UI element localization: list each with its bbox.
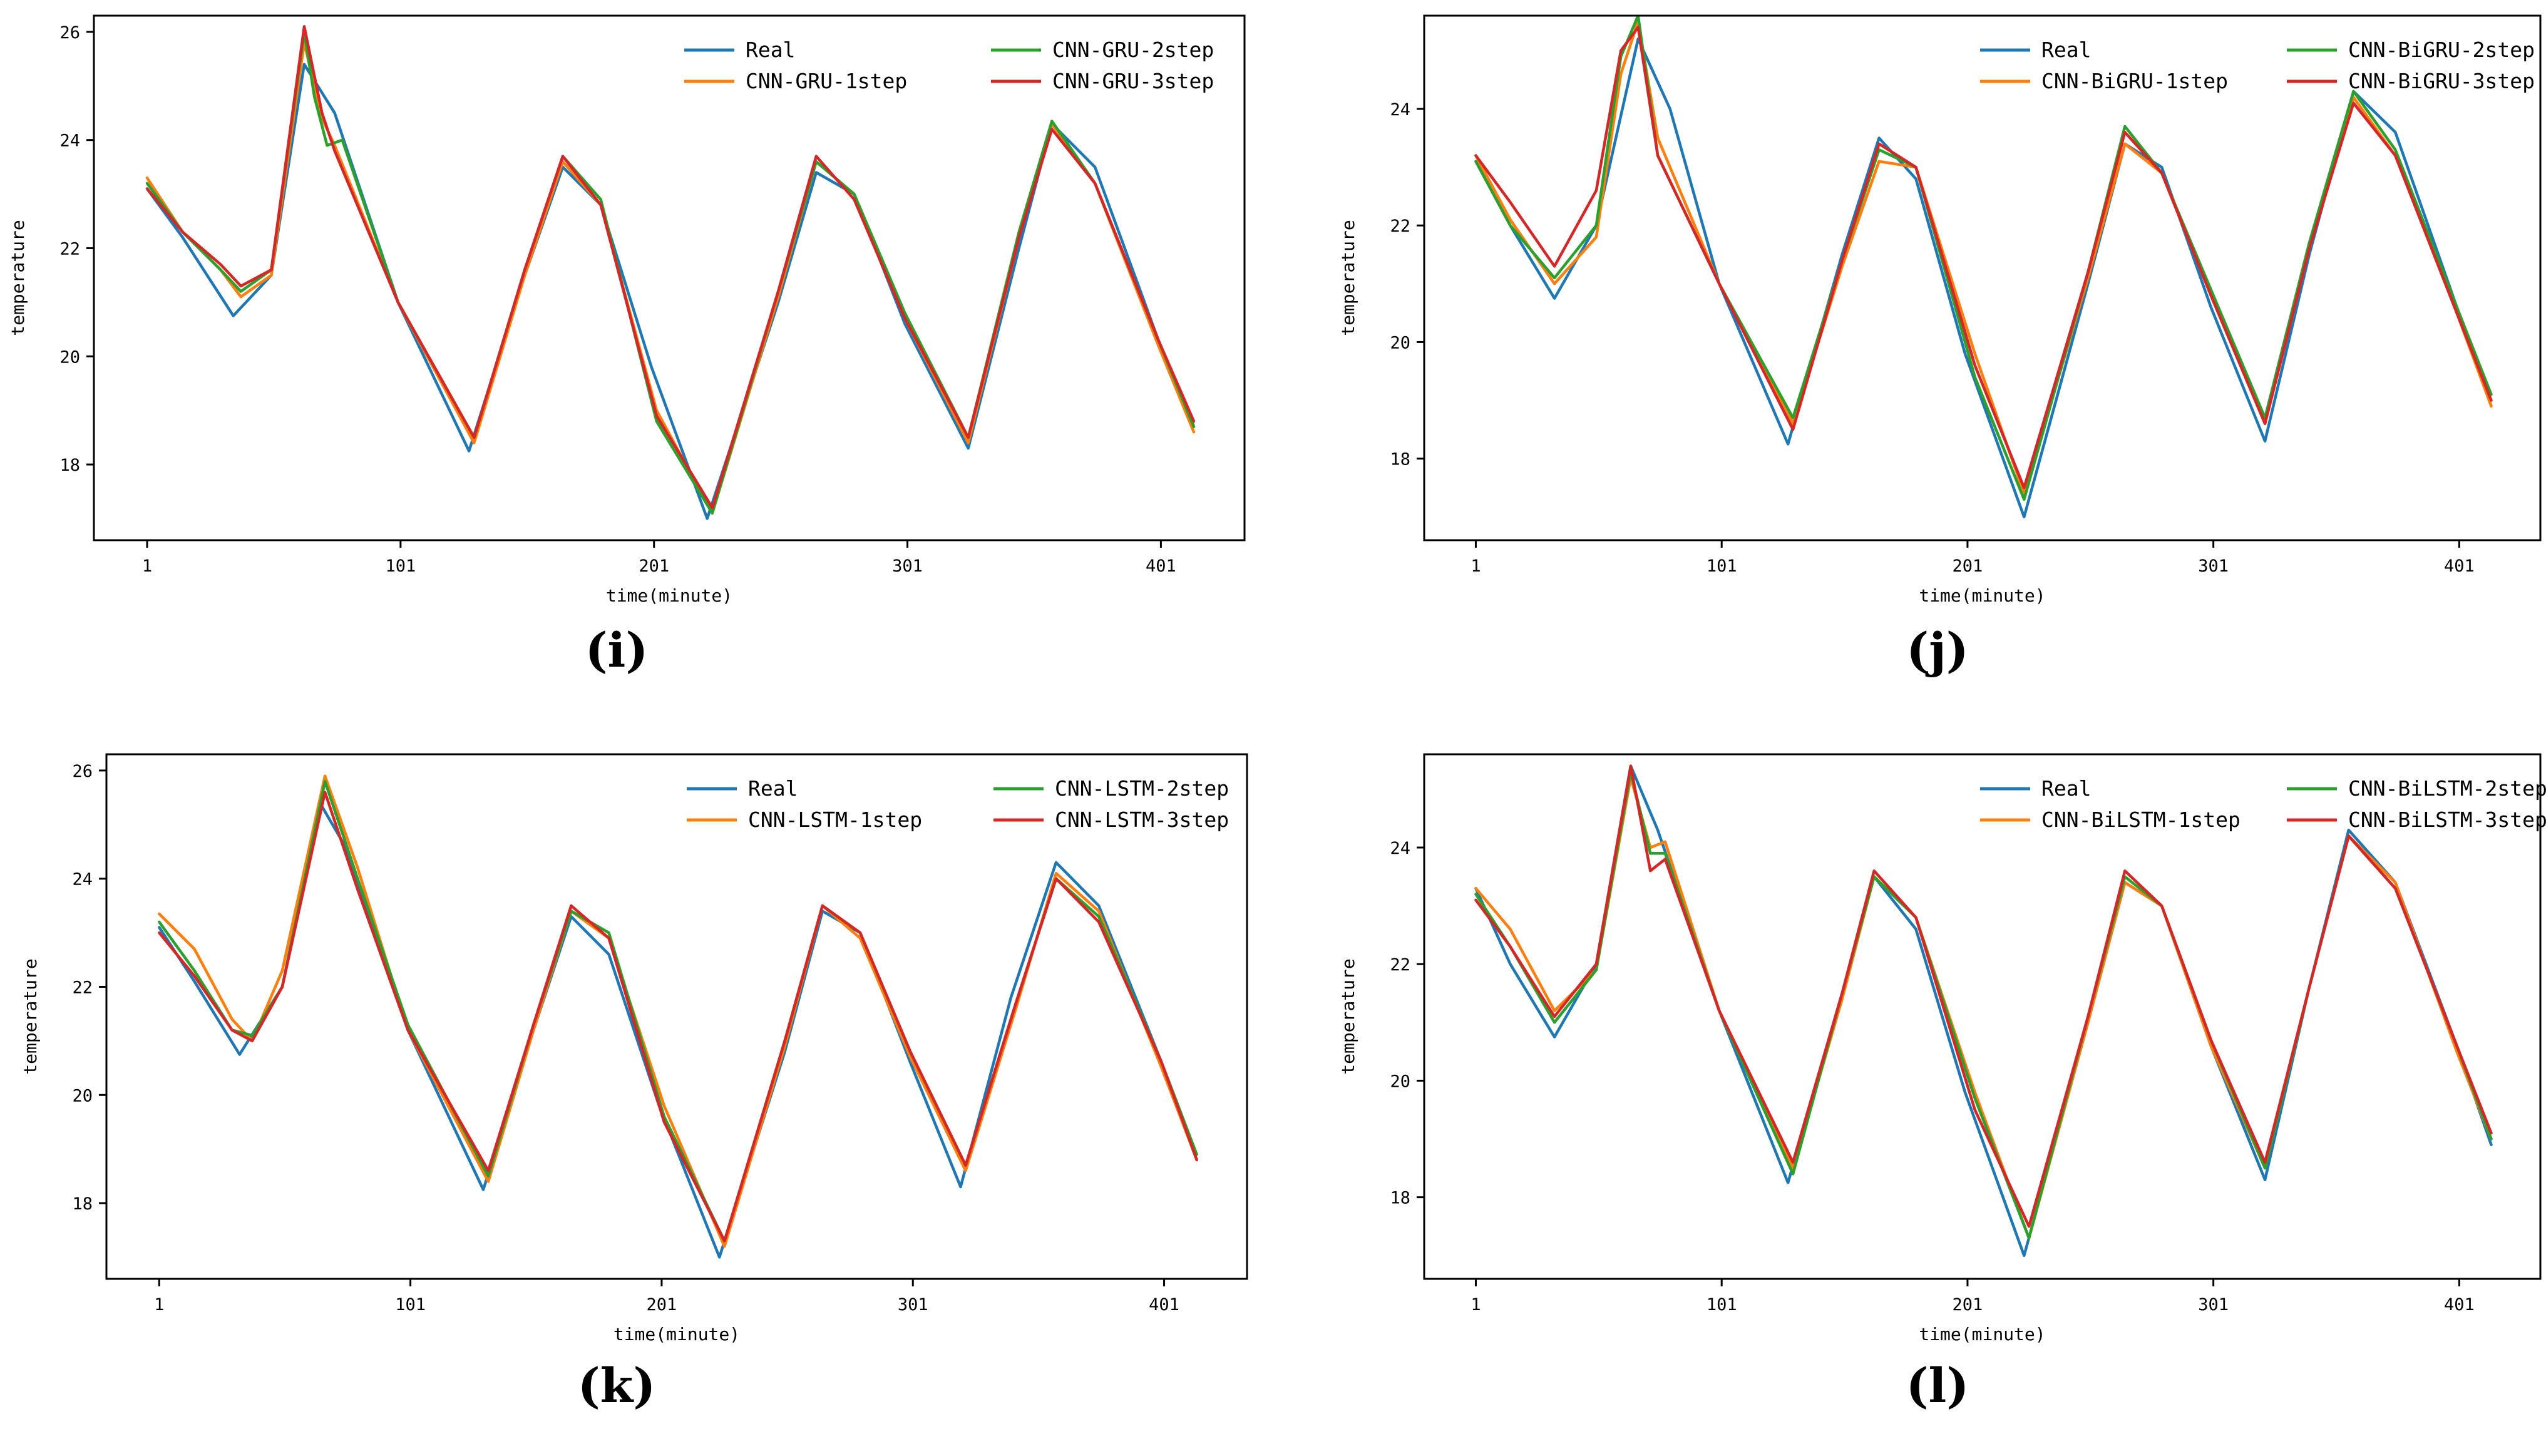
x-tick-label: 201	[1953, 1295, 1983, 1315]
panel-label: (j)	[1906, 622, 1968, 678]
legend: Real CNN-BiLSTM-1step CNN-BiLSTM-2step CNN-…	[1980, 776, 2546, 832]
panel-label: (l)	[1906, 1358, 1969, 1413]
y-tick-label: 20	[72, 1086, 93, 1105]
y-tick-label: 22	[59, 239, 80, 259]
series-line-1step	[1474, 776, 2493, 1240]
x-tick-label: 301	[892, 556, 923, 576]
series-line-real	[145, 63, 1196, 520]
y-tick-label: 20	[59, 347, 80, 367]
x-tick-label: 401	[1146, 556, 1176, 576]
legend-label: CNN-BiLSTM-1step	[2041, 807, 2241, 832]
legend-label: CNN-GRU-1step	[746, 69, 907, 93]
x-tick-label: 301	[2198, 1295, 2229, 1315]
x-axis-label: time(minute)	[606, 585, 732, 606]
x-tick-label: 101	[1707, 1295, 1737, 1315]
series-line-real	[158, 801, 1198, 1259]
y-tick-label: 22	[72, 978, 93, 997]
legend-label: CNN-LSTM-1step	[748, 807, 922, 832]
y-tick-label: 18	[1390, 450, 1410, 469]
x-axis-label: time(minute)	[613, 1324, 740, 1345]
y-tick-label: 22	[1390, 955, 1410, 975]
y-axis-label: temperature	[1338, 958, 1358, 1074]
series-line-3step	[1474, 26, 2493, 490]
x-tick-label: 101	[395, 1295, 426, 1315]
x-tick-label: 1	[154, 1295, 164, 1315]
panel-label: (i)	[585, 622, 649, 678]
series-line-2step	[158, 779, 1198, 1243]
y-tick-label: 18	[59, 456, 80, 475]
y-tick-label: 24	[72, 870, 93, 889]
x-axis-label: time(minute)	[1919, 585, 2045, 606]
chart-panel: 1 101 201 301 401 18 20 22 24 time(minute) tempera…	[1338, 14, 2542, 678]
y-tick-label: 24	[59, 131, 80, 151]
x-tick-label: 301	[2198, 556, 2229, 576]
legend-label: Real	[748, 776, 798, 801]
legend: Real CNN-GRU-1step CNN-GRU-2step CNN-GRU-3s…	[684, 38, 1214, 93]
series-line-2step	[1474, 770, 2493, 1240]
legend-label: CNN-BiGRU-1step	[2041, 69, 2228, 93]
series-line-3step	[145, 25, 1196, 510]
legend-label: Real	[2041, 38, 2091, 62]
x-tick-label: 201	[1953, 556, 1983, 576]
legend-label: Real	[746, 38, 795, 62]
y-tick-label: 22	[1390, 217, 1410, 236]
panel-label: (k)	[578, 1358, 656, 1413]
legend-label: CNN-LSTM-2step	[1055, 776, 1229, 801]
series-line-3step	[158, 791, 1198, 1243]
series-line-1step	[158, 774, 1198, 1248]
x-tick-label: 101	[1707, 556, 1737, 576]
x-tick-label: 101	[385, 556, 416, 576]
y-tick-label: 18	[72, 1194, 93, 1214]
series-line-2step	[1474, 16, 2493, 501]
y-axis-label: temperature	[1338, 220, 1358, 336]
legend-label: CNN-BiLSTM-3step	[2348, 807, 2546, 832]
series-line-real	[1474, 764, 2493, 1258]
y-tick-label: 18	[1390, 1189, 1410, 1208]
x-tick-label: 401	[2444, 556, 2475, 576]
chart-panel: 1 101 201 301 401 18 20 22 24 26 time(minute) tempe…	[20, 753, 1248, 1413]
x-axis-label: time(minute)	[1919, 1324, 2045, 1345]
plot-frame	[105, 753, 1248, 1280]
legend-label: CNN-BiGRU-3step	[2348, 69, 2535, 93]
y-tick-label: 20	[1390, 1072, 1410, 1091]
x-tick-label: 401	[1149, 1295, 1179, 1315]
legend: Real CNN-BiGRU-1step CNN-BiGRU-2step CNN-Bi…	[1980, 38, 2535, 93]
x-tick-label: 401	[2444, 1295, 2475, 1315]
legend-label: CNN-GRU-2step	[1052, 38, 1214, 62]
legend-label: CNN-GRU-3step	[1052, 69, 1214, 93]
y-tick-label: 24	[1390, 100, 1410, 120]
y-tick-label: 20	[1390, 333, 1410, 352]
legend-label: CNN-BiGRU-2step	[2348, 38, 2535, 62]
legend-label: Real	[2041, 776, 2091, 801]
x-tick-label: 1	[142, 556, 152, 576]
x-tick-label: 1	[1471, 1295, 1481, 1315]
legend-label: CNN-BiLSTM-2step	[2348, 776, 2546, 801]
x-tick-label: 301	[898, 1295, 928, 1315]
y-axis-label: temperature	[20, 958, 41, 1074]
y-tick-label: 26	[59, 23, 80, 43]
series-line-1step	[1474, 20, 2493, 495]
series-line-3step	[1474, 764, 2493, 1228]
x-tick-label: 201	[647, 1295, 677, 1315]
x-tick-label: 1	[1471, 556, 1481, 576]
plot-frame	[1423, 753, 2542, 1280]
chart-panel: 1 101 201 301 401 18 20 22 24 time(minute) tempera…	[1338, 753, 2546, 1413]
y-tick-label: 24	[1390, 839, 1410, 858]
x-tick-label: 201	[639, 556, 669, 576]
plot-frame	[1423, 14, 2542, 541]
y-axis-label: temperature	[8, 220, 28, 336]
legend-label: CNN-LSTM-3step	[1055, 807, 1229, 832]
series-line-real	[1474, 37, 2493, 519]
plot-frame	[93, 14, 1246, 541]
chart-panel: 1 101 201 301 401 18 20 22 24 26 time(minute) tempe…	[8, 14, 1246, 678]
y-tick-label: 26	[72, 762, 93, 781]
legend: Real CNN-LSTM-1step CNN-LSTM-2step CNN-LSTM…	[687, 776, 1229, 832]
